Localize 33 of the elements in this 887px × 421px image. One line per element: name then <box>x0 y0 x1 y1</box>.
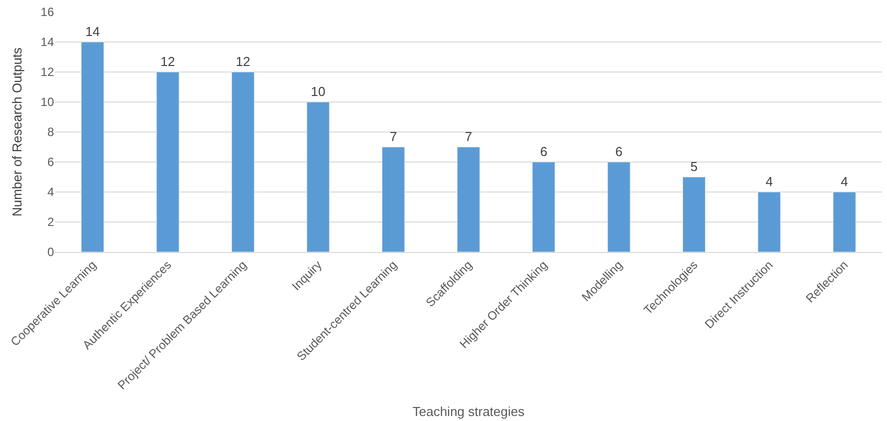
data-label: 14 <box>85 24 100 39</box>
x-axis-title: Teaching strategies <box>412 404 526 419</box>
y-tick-label: 10 <box>40 95 54 110</box>
y-tick-label: 4 <box>47 185 54 200</box>
data-label: 4 <box>840 174 848 189</box>
bar <box>231 72 254 252</box>
y-tick-label: 2 <box>47 215 54 230</box>
data-label: 6 <box>540 144 548 159</box>
bar <box>832 192 856 252</box>
data-label: 12 <box>236 54 250 69</box>
data-label: 7 <box>464 129 472 144</box>
bar <box>306 102 330 252</box>
bar <box>456 146 480 252</box>
bar <box>758 192 781 252</box>
y-tick-label: 12 <box>40 65 54 80</box>
data-label: 10 <box>310 84 326 99</box>
bar <box>156 72 180 252</box>
y-axis-title: Number of Research Outputs <box>10 46 25 217</box>
y-tick-label: 14 <box>40 35 54 50</box>
data-label: 12 <box>160 54 176 69</box>
y-tick-label: 6 <box>47 155 54 170</box>
data-label: 5 <box>690 159 698 174</box>
data-label: 6 <box>615 144 622 159</box>
bar <box>81 42 104 252</box>
bar <box>532 162 556 252</box>
bar <box>682 176 706 252</box>
y-tick-label: 16 <box>40 5 54 20</box>
bar <box>382 146 405 252</box>
y-tick-label: 0 <box>47 245 54 260</box>
bar <box>607 162 630 252</box>
data-label: 7 <box>390 129 397 144</box>
y-tick-label: 8 <box>47 125 54 140</box>
data-label: 4 <box>766 174 773 189</box>
